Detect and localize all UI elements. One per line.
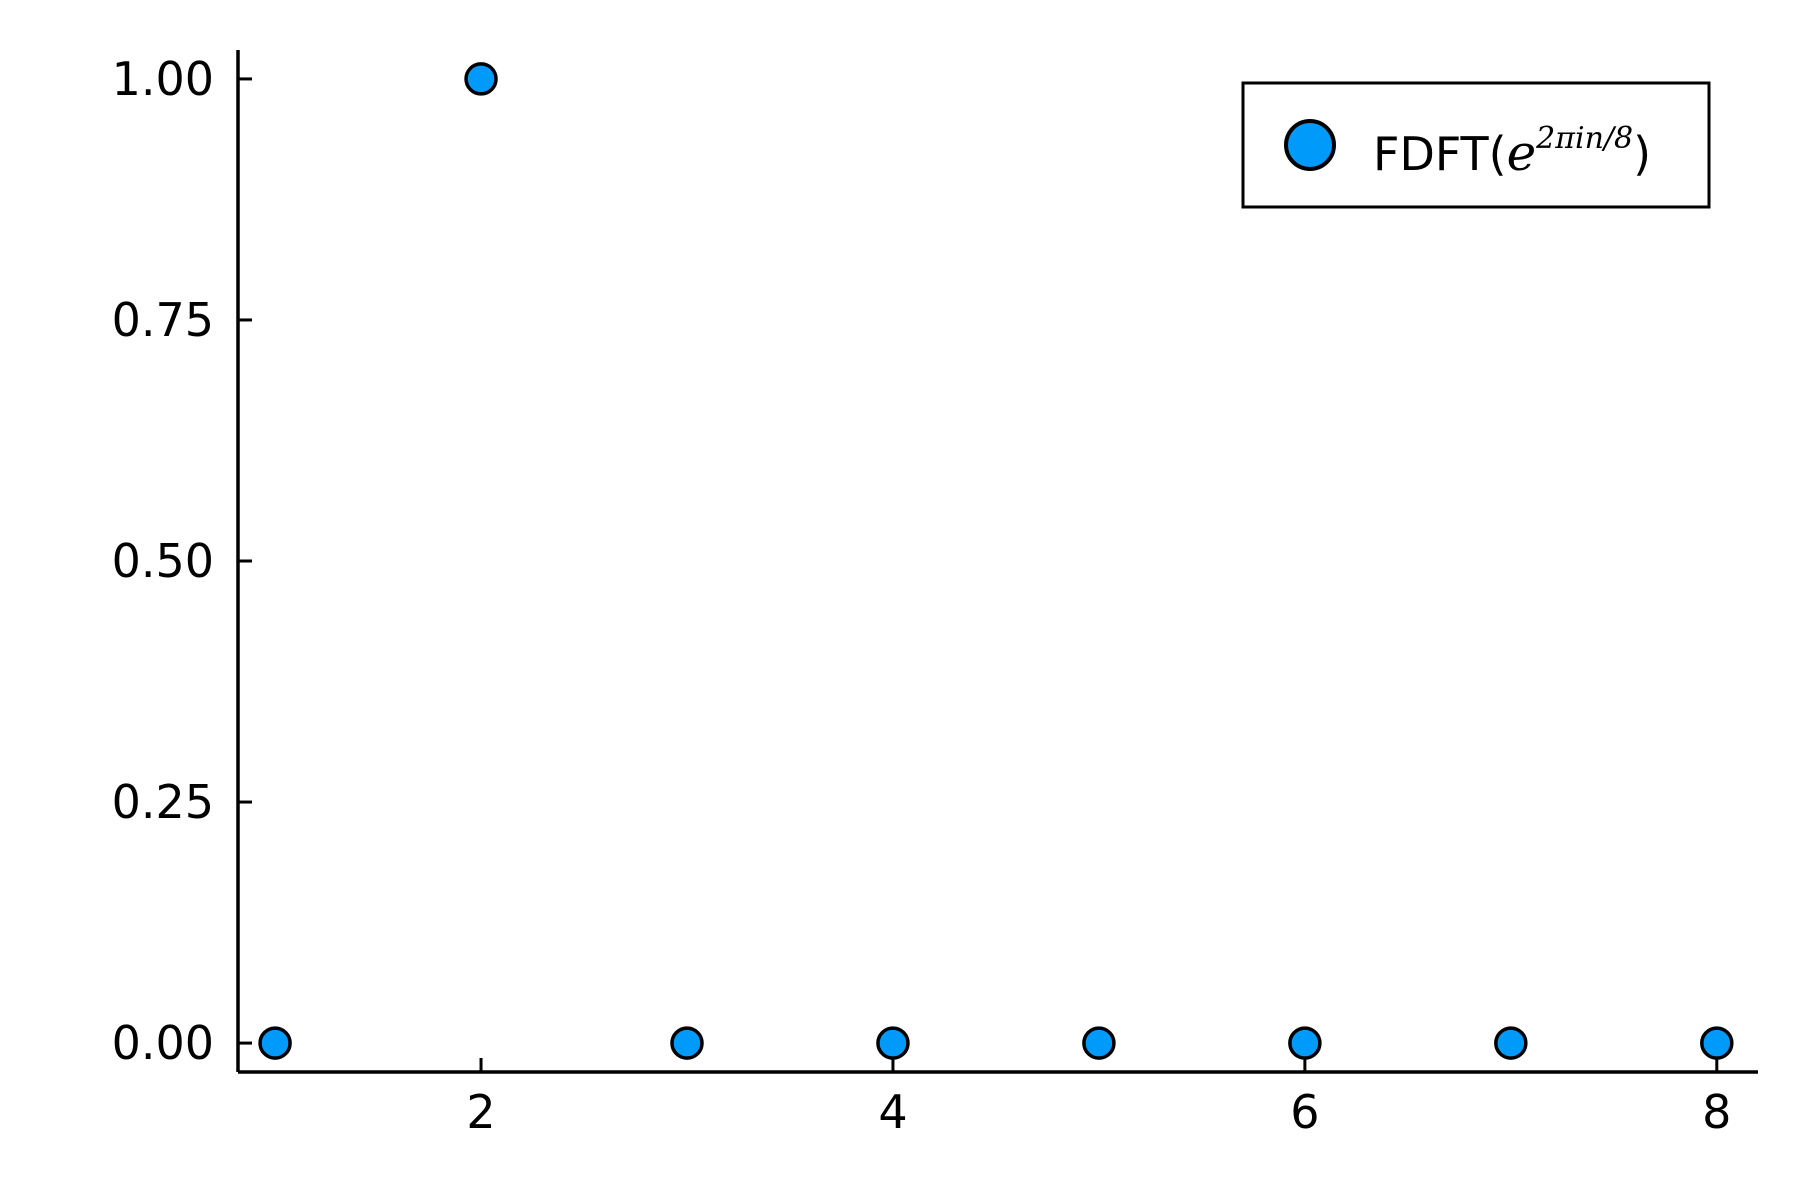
legend-marker <box>1284 119 1336 171</box>
legend: FDFT(e2πin/8) <box>1241 81 1711 209</box>
legend-label-exponent: 2πin/8 <box>1535 121 1633 156</box>
y-tick-label: 0.00 <box>112 1016 214 1070</box>
data-point <box>1494 1026 1528 1060</box>
legend-label-suffix: ) <box>1633 127 1651 181</box>
x-tick-label: 6 <box>1290 1085 1319 1139</box>
x-tick-label: 4 <box>878 1085 907 1139</box>
x-ticks: 2 4 6 8 <box>466 1058 1731 1139</box>
y-tick-label: 0.25 <box>112 775 214 829</box>
y-tick-label: 1.00 <box>112 52 214 106</box>
data-points <box>258 62 1734 1060</box>
legend-label-prefix: FDFT( <box>1373 127 1507 181</box>
legend-label: FDFT(e2πin/8) <box>1373 121 1651 182</box>
data-point <box>258 1026 292 1060</box>
data-point <box>670 1026 704 1060</box>
x-tick-label: 8 <box>1702 1085 1731 1139</box>
y-tick-label: 0.50 <box>112 534 214 588</box>
data-point <box>876 1026 910 1060</box>
data-point <box>464 62 498 96</box>
y-tick-label: 0.75 <box>112 293 214 347</box>
x-tick-label: 2 <box>466 1085 495 1139</box>
data-point <box>1288 1026 1322 1060</box>
data-point <box>1082 1026 1116 1060</box>
data-point <box>1700 1026 1734 1060</box>
legend-label-base: e <box>1507 124 1537 182</box>
y-ticks: 0.00 0.25 0.50 0.75 1.00 <box>112 52 252 1070</box>
